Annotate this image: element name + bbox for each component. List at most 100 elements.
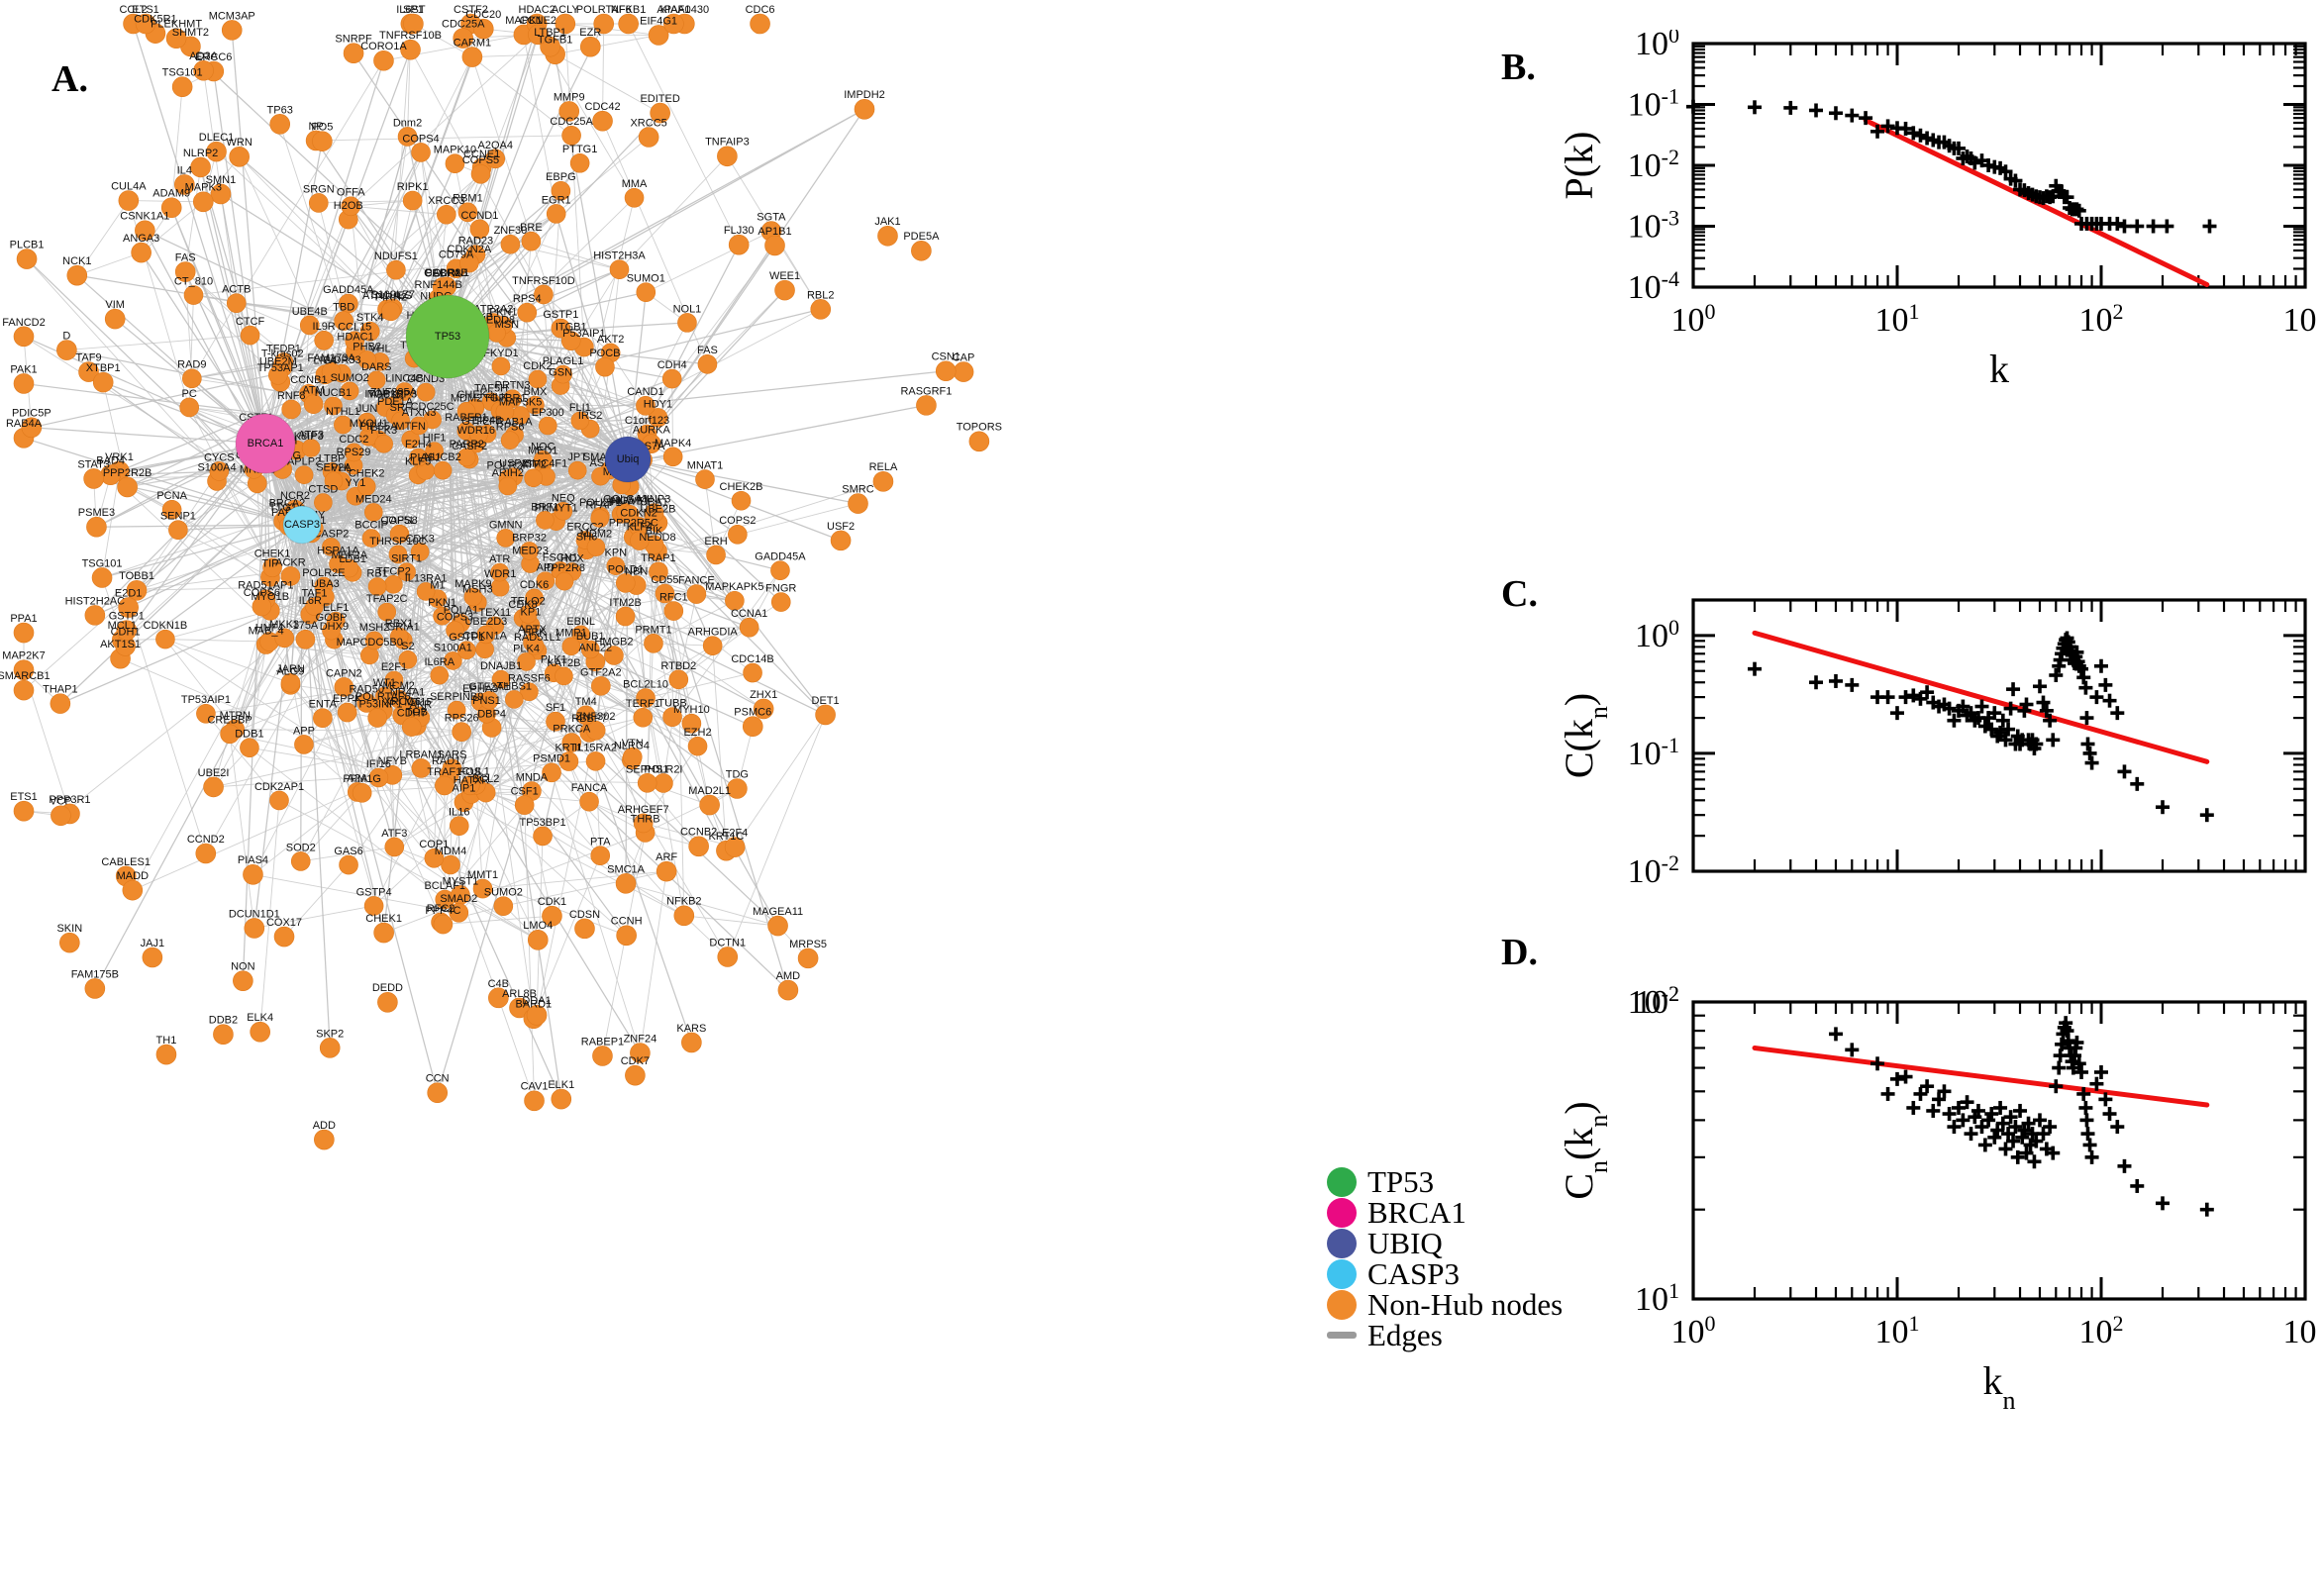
network-node[interactable] xyxy=(92,371,114,393)
network-node[interactable] xyxy=(554,502,573,521)
network-node[interactable] xyxy=(505,690,524,709)
network-node[interactable] xyxy=(500,234,521,254)
network-node[interactable] xyxy=(447,700,466,720)
network-node[interactable] xyxy=(648,408,668,428)
network-node[interactable] xyxy=(409,448,428,467)
network-node[interactable] xyxy=(606,556,626,575)
network-node[interactable] xyxy=(561,125,581,146)
network-node[interactable] xyxy=(585,720,606,741)
network-node[interactable] xyxy=(391,411,410,431)
network-node[interactable] xyxy=(402,190,423,211)
network-node[interactable] xyxy=(574,918,595,940)
network-node[interactable] xyxy=(345,331,364,351)
network-node[interactable] xyxy=(441,854,460,875)
network-node[interactable] xyxy=(340,381,359,401)
network-node[interactable] xyxy=(637,773,657,793)
network-node[interactable] xyxy=(644,634,663,653)
network-node[interactable] xyxy=(661,368,682,389)
network-node[interactable] xyxy=(650,102,670,124)
network-node[interactable] xyxy=(520,682,539,702)
network-node[interactable] xyxy=(410,543,430,561)
network-node[interactable] xyxy=(452,722,471,743)
network-node[interactable] xyxy=(702,636,723,655)
network-node[interactable] xyxy=(142,947,163,968)
network-node[interactable] xyxy=(299,315,320,336)
network-node[interactable] xyxy=(168,520,188,541)
network-node[interactable] xyxy=(456,448,476,467)
network-node[interactable] xyxy=(514,795,535,815)
network-node[interactable] xyxy=(491,669,511,689)
network-node[interactable] xyxy=(56,340,77,360)
network-node[interactable] xyxy=(314,493,333,512)
network-node[interactable] xyxy=(633,813,654,834)
network-node[interactable] xyxy=(220,724,240,745)
network-node[interactable] xyxy=(411,143,431,162)
network-node[interactable] xyxy=(226,293,247,313)
network-node[interactable] xyxy=(433,460,453,480)
network-node[interactable] xyxy=(662,447,683,467)
network-node[interactable] xyxy=(625,1064,646,1086)
network-node[interactable] xyxy=(416,582,436,601)
network-node[interactable] xyxy=(509,997,530,1019)
network-node[interactable] xyxy=(384,837,405,857)
network-node[interactable] xyxy=(616,925,637,947)
network-node[interactable] xyxy=(389,525,409,544)
network-node[interactable] xyxy=(161,499,182,520)
network-node[interactable] xyxy=(364,631,384,650)
network-node[interactable] xyxy=(193,59,214,81)
network-node[interactable] xyxy=(366,370,386,390)
network-node[interactable] xyxy=(398,649,418,669)
network-canvas[interactable]: ARL8B TAF5L SUMO1 ALG9 MAGEA11 MCM3AP DHX9 TP53… xyxy=(0,0,1416,1596)
network-node[interactable] xyxy=(528,24,549,46)
network-node[interactable] xyxy=(911,240,932,261)
network-node[interactable] xyxy=(848,493,868,514)
network-node[interactable] xyxy=(774,279,795,301)
network-node[interactable] xyxy=(555,666,573,686)
hub-node-tp53[interactable] xyxy=(405,294,490,379)
network-node[interactable] xyxy=(567,460,587,480)
network-node[interactable] xyxy=(273,926,295,948)
network-node[interactable] xyxy=(491,356,511,376)
network-node[interactable] xyxy=(209,461,230,481)
network-node[interactable] xyxy=(435,775,454,796)
network-node[interactable] xyxy=(681,1032,702,1053)
network-node[interactable] xyxy=(470,163,491,184)
network-node[interactable] xyxy=(13,679,35,701)
network-node[interactable] xyxy=(767,915,788,937)
network-node[interactable] xyxy=(190,156,211,178)
network-node[interactable] xyxy=(717,947,739,967)
network-node[interactable] xyxy=(337,702,357,723)
network-node[interactable] xyxy=(585,751,606,771)
network-node[interactable] xyxy=(118,190,140,211)
network-node[interactable] xyxy=(459,252,479,273)
network-node[interactable] xyxy=(78,361,99,382)
network-node[interactable] xyxy=(50,805,71,827)
network-node[interactable] xyxy=(519,605,538,624)
protein-interaction-network[interactable]: ARL8B TAF5L SUMO1 ALG9 MAGEA11 MCM3AP DHX9 TP53… xyxy=(0,0,1416,1596)
network-node[interactable] xyxy=(592,110,613,132)
network-node[interactable] xyxy=(493,896,514,916)
network-node[interactable] xyxy=(433,914,454,935)
network-node[interactable] xyxy=(570,411,590,431)
network-node[interactable] xyxy=(624,187,645,208)
network-node[interactable] xyxy=(916,395,937,416)
network-node[interactable] xyxy=(357,350,376,369)
network-node[interactable] xyxy=(697,354,718,374)
network-node[interactable] xyxy=(546,204,566,224)
network-node[interactable] xyxy=(662,707,682,727)
network-node[interactable] xyxy=(155,1044,177,1065)
network-node[interactable] xyxy=(579,791,599,812)
network-node[interactable] xyxy=(373,50,394,71)
network-node[interactable] xyxy=(196,703,216,724)
network-node[interactable] xyxy=(490,562,510,582)
network-node[interactable] xyxy=(724,837,746,857)
network-node[interactable] xyxy=(388,545,408,564)
network-node[interactable] xyxy=(517,652,536,671)
network-node[interactable] xyxy=(437,204,456,225)
network-node[interactable] xyxy=(59,932,80,953)
network-node[interactable] xyxy=(401,430,420,449)
network-node[interactable] xyxy=(13,800,35,822)
network-node[interactable] xyxy=(295,630,316,649)
network-node[interactable] xyxy=(91,567,113,588)
